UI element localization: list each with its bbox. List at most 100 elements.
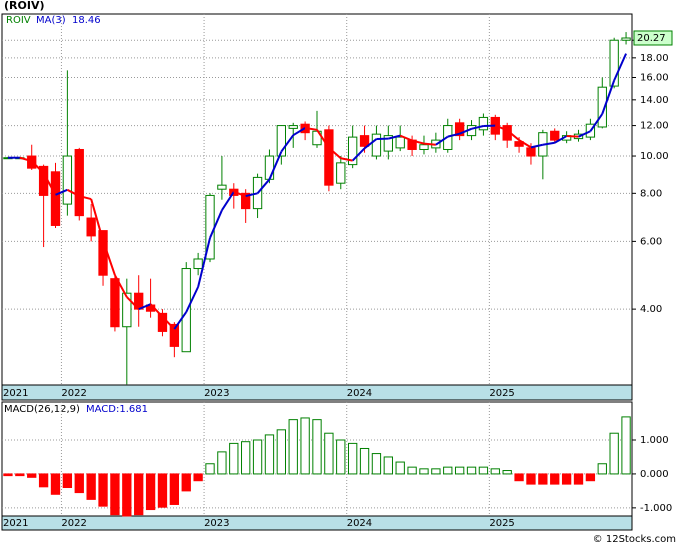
y-tick-label: 0.000 xyxy=(640,469,669,480)
macd-bar xyxy=(3,473,13,477)
ma-line xyxy=(256,178,271,194)
macd-title: MACD(26,12,9) xyxy=(4,404,80,415)
ma-line xyxy=(363,138,378,150)
y-tick-label: 18.00 xyxy=(640,53,669,64)
macd-bar xyxy=(490,468,500,475)
x-tick-label: 2024 xyxy=(347,388,372,399)
footer: © 12Stocks.com xyxy=(593,534,676,545)
candle-body xyxy=(241,192,251,210)
ma-line xyxy=(114,274,128,298)
ma-line xyxy=(55,188,68,196)
ma-line xyxy=(388,134,401,140)
main-panel xyxy=(1,13,633,401)
x-tick-label: 2023 xyxy=(204,518,229,529)
ma-line xyxy=(221,191,235,211)
ma-line xyxy=(149,303,164,318)
ma-line xyxy=(494,124,508,132)
ma-line xyxy=(66,188,80,197)
candle-body xyxy=(454,122,465,137)
macd-bar xyxy=(86,473,96,500)
macd-bar xyxy=(134,473,144,516)
ma-line xyxy=(530,143,544,149)
ma-line xyxy=(566,135,579,138)
macd-bar xyxy=(585,473,596,482)
y-tick-label: 4.00 xyxy=(640,304,662,315)
candle-body xyxy=(86,217,96,237)
ma-line xyxy=(411,139,425,145)
candle-body xyxy=(383,135,393,152)
macd-bar xyxy=(252,439,263,475)
ma-line xyxy=(447,132,460,138)
macd-bar xyxy=(264,434,275,475)
x-tick-label: 2022 xyxy=(61,518,86,529)
ma-line xyxy=(102,240,116,276)
x-axis-band xyxy=(1,515,633,531)
macd-bar xyxy=(609,432,619,475)
ma-line xyxy=(42,172,57,196)
macd-bar xyxy=(193,473,203,482)
candle-body xyxy=(276,125,287,157)
price-box xyxy=(633,30,673,46)
candle-body xyxy=(597,86,607,128)
ma-line xyxy=(459,127,472,135)
x-tick-label: 2021 xyxy=(3,388,28,399)
macd-bar xyxy=(431,468,441,475)
macd-bar xyxy=(74,473,84,494)
macd-bar xyxy=(395,461,405,475)
macd-bar xyxy=(502,470,512,475)
candle-body xyxy=(169,323,180,347)
x-tick-label: 2025 xyxy=(489,388,514,399)
candle-body xyxy=(74,148,84,217)
ma-line xyxy=(245,192,258,198)
macd-bar xyxy=(573,473,584,485)
ma-label: MA(3) xyxy=(36,15,66,26)
candle-body xyxy=(62,155,73,205)
x-tick-label: 2023 xyxy=(204,388,229,399)
ma-value: 18.46 xyxy=(72,15,101,26)
y-tick-label: 6.00 xyxy=(640,236,662,247)
candle-body xyxy=(609,39,619,87)
macd-bar xyxy=(561,473,572,485)
candle-body xyxy=(217,184,227,190)
ma-line xyxy=(233,190,247,198)
macd-bar xyxy=(217,451,227,475)
macd-bar xyxy=(454,466,465,475)
ma-line xyxy=(399,134,413,142)
macd-bar xyxy=(27,473,37,478)
y-tick-label: 14.00 xyxy=(640,95,669,106)
macd-bar xyxy=(621,416,631,475)
ma-line xyxy=(126,296,140,310)
x-tick-label: 2022 xyxy=(61,388,86,399)
ma-line xyxy=(292,127,306,137)
macd-bar xyxy=(324,432,334,475)
macd-bar xyxy=(466,466,477,475)
ma-line xyxy=(435,135,449,146)
candle-body xyxy=(324,129,334,186)
macd-bar xyxy=(62,473,73,488)
ma-line xyxy=(316,129,330,149)
ma-line xyxy=(423,142,436,146)
macd-bar xyxy=(443,466,453,475)
candle-body xyxy=(621,37,631,41)
candle-body xyxy=(478,116,489,131)
candle-body xyxy=(371,133,382,157)
macd-bar xyxy=(38,473,49,488)
macd-bar xyxy=(597,463,607,475)
macd-legend: MACD:1.681 xyxy=(86,404,148,415)
y-tick-label: 8.00 xyxy=(640,188,662,199)
ma-line xyxy=(161,316,176,330)
ma-line xyxy=(589,113,604,132)
macd-bar xyxy=(157,473,168,508)
ma-line xyxy=(173,311,188,330)
macd-bar xyxy=(478,466,489,475)
macd-bar xyxy=(348,442,358,475)
candle-body xyxy=(395,136,405,149)
candle-body xyxy=(288,125,298,129)
macd-bar xyxy=(15,473,25,477)
macd-bar xyxy=(169,473,180,505)
y-tick-label: 1.000 xyxy=(640,435,669,446)
price-label: 20.27 xyxy=(637,33,666,44)
ma-line xyxy=(90,198,104,241)
ma-line xyxy=(328,147,342,159)
